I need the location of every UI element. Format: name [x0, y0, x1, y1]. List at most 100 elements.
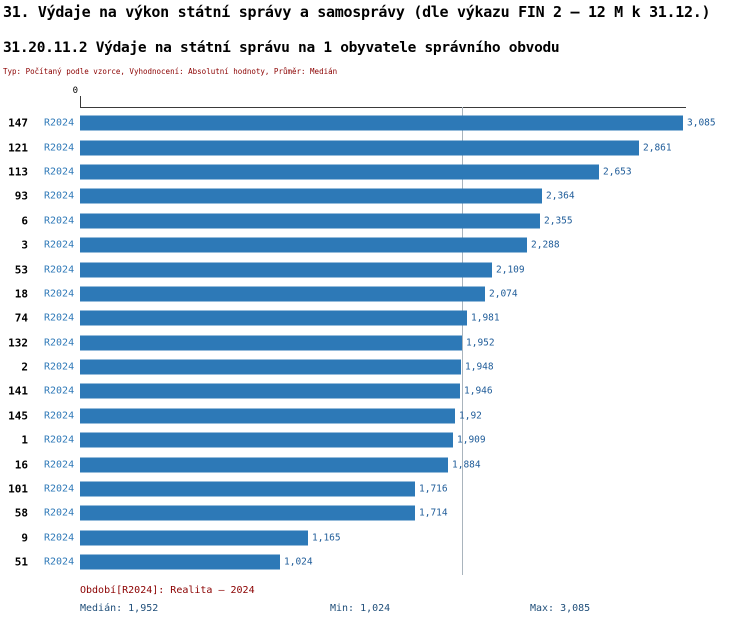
row-period-label: R2024 — [44, 459, 75, 471]
value-bar — [80, 481, 415, 497]
chart-rows: 147 R2024 3,085 121 R2024 2,861 113 R2024 2,653 9… — [0, 111, 750, 574]
row-rank-label: 2 — [21, 360, 28, 374]
value-bar — [80, 408, 455, 424]
row-period-label: R2024 — [44, 239, 75, 251]
row-period-label: R2024 — [44, 410, 75, 422]
row-value-label: 2,109 — [496, 264, 525, 276]
value-bar — [80, 530, 308, 546]
chart-row: 101 R2024 1,716 — [0, 477, 750, 501]
chart-row: 9 R2024 1,165 — [0, 526, 750, 550]
row-period-label: R2024 — [44, 385, 75, 397]
chart-row: 6 R2024 2,355 — [0, 209, 750, 233]
row-value-label: 1,909 — [457, 434, 486, 446]
chart-row: 93 R2024 2,364 — [0, 184, 750, 208]
row-rank-label: 101 — [8, 482, 28, 496]
chart-row: 58 R2024 1,714 — [0, 501, 750, 525]
row-period-label: R2024 — [44, 264, 75, 276]
row-rank-label: 16 — [14, 458, 28, 472]
value-bar — [80, 140, 639, 156]
min-stat: Min: 1,024 — [330, 603, 391, 614]
chart-row: 3 R2024 2,288 — [0, 233, 750, 257]
chart-row: 113 R2024 2,653 — [0, 160, 750, 184]
summary-stats: Medián: 1,952 Min: 1,024 Max: 3,085 — [0, 603, 750, 617]
row-value-label: 1,716 — [419, 483, 448, 495]
row-rank-label: 6 — [21, 214, 28, 228]
value-bar — [80, 188, 542, 204]
row-period-label: R2024 — [44, 215, 75, 227]
row-period-label: R2024 — [44, 507, 75, 519]
value-bar — [80, 335, 462, 351]
row-value-label: 1,024 — [284, 556, 313, 568]
row-value-label: 1,714 — [419, 507, 448, 519]
max-stat: Max: 3,085 — [530, 603, 591, 614]
row-rank-label: 3 — [21, 238, 28, 252]
row-period-label: R2024 — [44, 532, 75, 544]
axis-zero-label: 0 — [72, 86, 78, 96]
row-rank-label: 132 — [8, 336, 28, 350]
chart-row: 145 R2024 1,92 — [0, 404, 750, 428]
chart-row: 74 R2024 1,981 — [0, 306, 750, 330]
value-bar — [80, 237, 527, 253]
value-bar — [80, 432, 453, 448]
chart-row: 51 R2024 1,024 — [0, 550, 750, 574]
axis-zero-tick — [80, 96, 81, 107]
median-stat: Medián: 1,952 — [80, 603, 159, 614]
row-value-label: 2,288 — [531, 239, 560, 251]
row-rank-label: 145 — [8, 409, 28, 423]
value-bar — [80, 457, 448, 473]
axis-line — [80, 107, 686, 108]
indicator-subtitle: 31.20.11.2 Výdaje na státní správu na 1 … — [3, 40, 560, 56]
chart-row: 53 R2024 2,109 — [0, 257, 750, 281]
chart-row: 18 R2024 2,074 — [0, 282, 750, 306]
value-bar — [80, 115, 683, 131]
value-bar — [80, 286, 485, 302]
row-value-label: 2,364 — [546, 190, 575, 202]
row-value-label: 1,946 — [464, 385, 493, 397]
row-value-label: 1,952 — [466, 337, 495, 349]
row-rank-label: 121 — [8, 141, 28, 155]
chart-row: 132 R2024 1,952 — [0, 331, 750, 355]
row-rank-label: 53 — [14, 263, 28, 277]
row-rank-label: 58 — [14, 506, 28, 520]
row-rank-label: 1 — [21, 433, 28, 447]
row-period-label: R2024 — [44, 337, 75, 349]
row-value-label: 1,165 — [312, 532, 341, 544]
row-rank-label: 113 — [8, 165, 28, 179]
row-value-label: 1,92 — [459, 410, 482, 422]
value-bar — [80, 359, 461, 375]
row-rank-label: 18 — [14, 287, 28, 301]
row-period-label: R2024 — [44, 556, 75, 568]
median-line — [462, 107, 463, 575]
value-bar — [80, 262, 492, 278]
row-value-label: 2,861 — [643, 142, 672, 154]
row-rank-label: 147 — [8, 116, 28, 130]
row-period-label: R2024 — [44, 361, 75, 373]
row-value-label: 1,884 — [452, 459, 481, 471]
value-bar — [80, 310, 467, 326]
row-value-label: 2,074 — [489, 288, 518, 300]
row-period-label: R2024 — [44, 142, 75, 154]
chart-row: 1 R2024 1,909 — [0, 428, 750, 452]
row-period-label: R2024 — [44, 117, 75, 129]
value-bar — [80, 505, 415, 521]
row-period-label: R2024 — [44, 288, 75, 300]
meta-line: Typ: Počítaný podle vzorce, Vyhodnocení:… — [3, 67, 338, 76]
row-period-label: R2024 — [44, 483, 75, 495]
chart-row: 147 R2024 3,085 — [0, 111, 750, 135]
chart-row: 2 R2024 1,948 — [0, 355, 750, 379]
value-bar — [80, 213, 540, 229]
value-bar — [80, 164, 599, 180]
row-rank-label: 74 — [14, 311, 28, 325]
chart-row: 121 R2024 2,861 — [0, 135, 750, 159]
row-period-label: R2024 — [44, 166, 75, 178]
chart-row: 141 R2024 1,946 — [0, 379, 750, 403]
row-value-label: 2,653 — [603, 166, 632, 178]
row-period-label: R2024 — [44, 190, 75, 202]
row-value-label: 1,981 — [471, 312, 500, 324]
row-rank-label: 51 — [14, 555, 28, 569]
row-rank-label: 9 — [21, 531, 28, 545]
bar-chart: 147 R2024 3,085 121 R2024 2,861 113 R2024 2,653 9… — [0, 107, 750, 577]
row-value-label: 2,355 — [544, 215, 573, 227]
row-rank-label: 93 — [14, 189, 28, 203]
